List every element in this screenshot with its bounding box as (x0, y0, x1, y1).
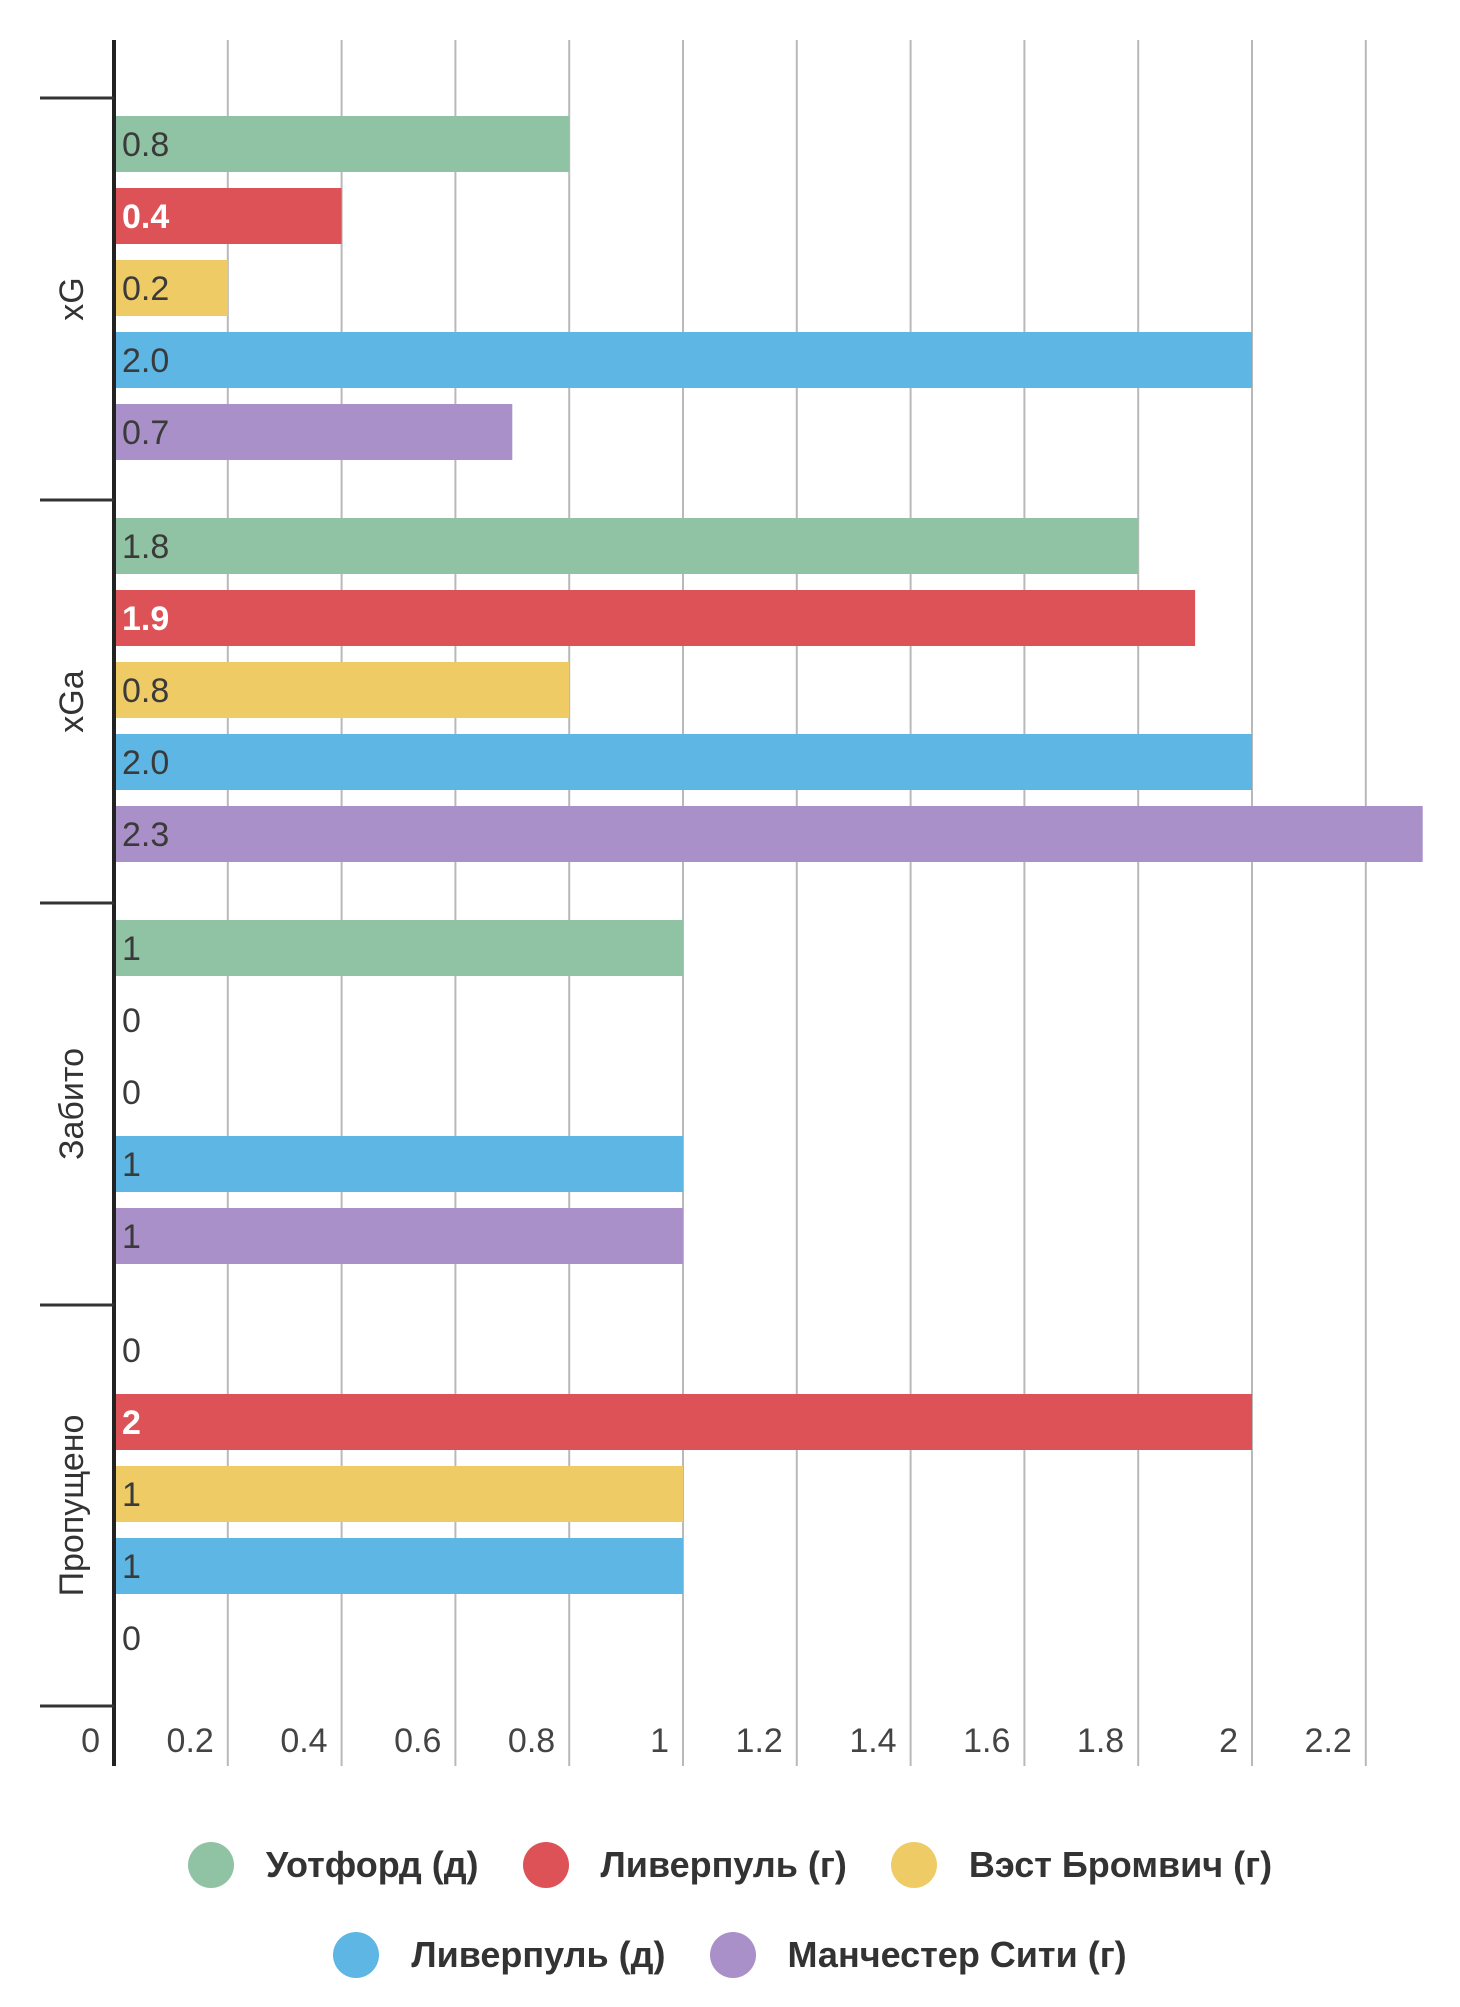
bar (116, 734, 1252, 790)
legend-swatch (187, 1842, 234, 1888)
category-label: xG (53, 277, 91, 320)
x-tick-label: 0 (81, 1722, 100, 1760)
bar (116, 332, 1252, 388)
data-label: 1.9 (122, 600, 169, 638)
x-tick-label: 2 (1219, 1722, 1238, 1760)
legend-row-2: Ливерпуль (д) Манчестер Сити (г) (0, 1932, 1460, 1978)
bar (116, 590, 1196, 646)
x-tick-label: 1.6 (963, 1722, 1010, 1760)
legend-swatch (890, 1842, 937, 1888)
x-tick-label: 1.8 (1077, 1722, 1124, 1760)
legend-item: Вэст Бромвич (г) (890, 1842, 1273, 1888)
bar (116, 188, 342, 244)
data-label: 2.3 (122, 816, 169, 854)
legend-swatch (333, 1932, 380, 1978)
data-label: 0.4 (122, 198, 169, 236)
bar (116, 920, 683, 976)
bar (116, 260, 228, 316)
gridlines (226, 40, 1367, 1766)
legend-item: Уотфорд (д) (187, 1842, 479, 1888)
x-tick-label: 1.2 (736, 1722, 783, 1760)
legend-row-1: Уотфорд (д) Ливерпуль (г) Вэст Бромвич (г) (0, 1842, 1460, 1888)
legend-label: Вэст Бромвич (г) (968, 1844, 1273, 1885)
legend-item: Ливерпуль (д) (333, 1932, 666, 1978)
bar (116, 1538, 683, 1594)
category-label: xGa (53, 670, 91, 732)
data-label: 0.2 (122, 270, 169, 308)
bar (116, 518, 1139, 574)
x-tick-label: 1 (650, 1722, 669, 1760)
data-label: 0.8 (122, 126, 169, 164)
x-tick-label: 0.6 (394, 1722, 441, 1760)
legend-swatch (522, 1842, 569, 1888)
bar (116, 662, 570, 718)
data-label: 1 (122, 1218, 141, 1256)
x-tick-label: 0.4 (280, 1722, 327, 1760)
bar (116, 404, 513, 460)
data-label: 1 (122, 930, 141, 968)
bars: 0.8 0.4 0.2 2.0 0.7 1.8 1.9 0.8 2.0 2.3 1 0 0 1 1 0 2 1 1 0 (116, 116, 1423, 1658)
bar (116, 1394, 1252, 1450)
data-label: 2 (122, 1404, 141, 1442)
data-label: 1 (122, 1146, 141, 1184)
bar (116, 806, 1423, 862)
data-label: 2.0 (122, 342, 169, 380)
data-label: 0 (122, 1074, 141, 1112)
data-label: 0 (122, 1002, 141, 1040)
category-label: Пропущено (53, 1415, 91, 1597)
bar (116, 1208, 683, 1264)
data-label: 1 (122, 1476, 141, 1514)
data-label: 0 (122, 1332, 141, 1370)
data-label: 2.0 (122, 744, 169, 782)
x-tick-label: 1.4 (849, 1722, 896, 1760)
legend-label: Ливерпуль (д) (411, 1934, 666, 1975)
data-label: 0.7 (122, 414, 169, 452)
bar (116, 1466, 683, 1522)
legend-swatch (709, 1932, 756, 1978)
bar (116, 116, 570, 172)
data-label: 0.8 (122, 672, 169, 710)
category-label: Забито (53, 1048, 91, 1160)
legend-item: Ливерпуль (г) (522, 1842, 847, 1888)
legend-label: Ливерпуль (г) (600, 1844, 847, 1885)
bar (116, 1136, 683, 1192)
legend-label: Уотфорд (д) (265, 1844, 479, 1885)
data-label: 0 (122, 1620, 141, 1658)
legend-label: Манчестер Сити (г) (787, 1934, 1127, 1975)
x-tick-label: 2.2 (1305, 1722, 1352, 1760)
data-label: 1.8 (122, 528, 169, 566)
data-label: 1 (122, 1548, 141, 1586)
bar-chart: 0.80.40.22.00.71.81.90.82.02.31001102110… (40, 40, 1423, 1766)
x-tick-label: 0.2 (167, 1722, 214, 1760)
legend-item: Манчестер Сити (г) (709, 1932, 1127, 1978)
x-tick-label: 0.8 (508, 1722, 555, 1760)
